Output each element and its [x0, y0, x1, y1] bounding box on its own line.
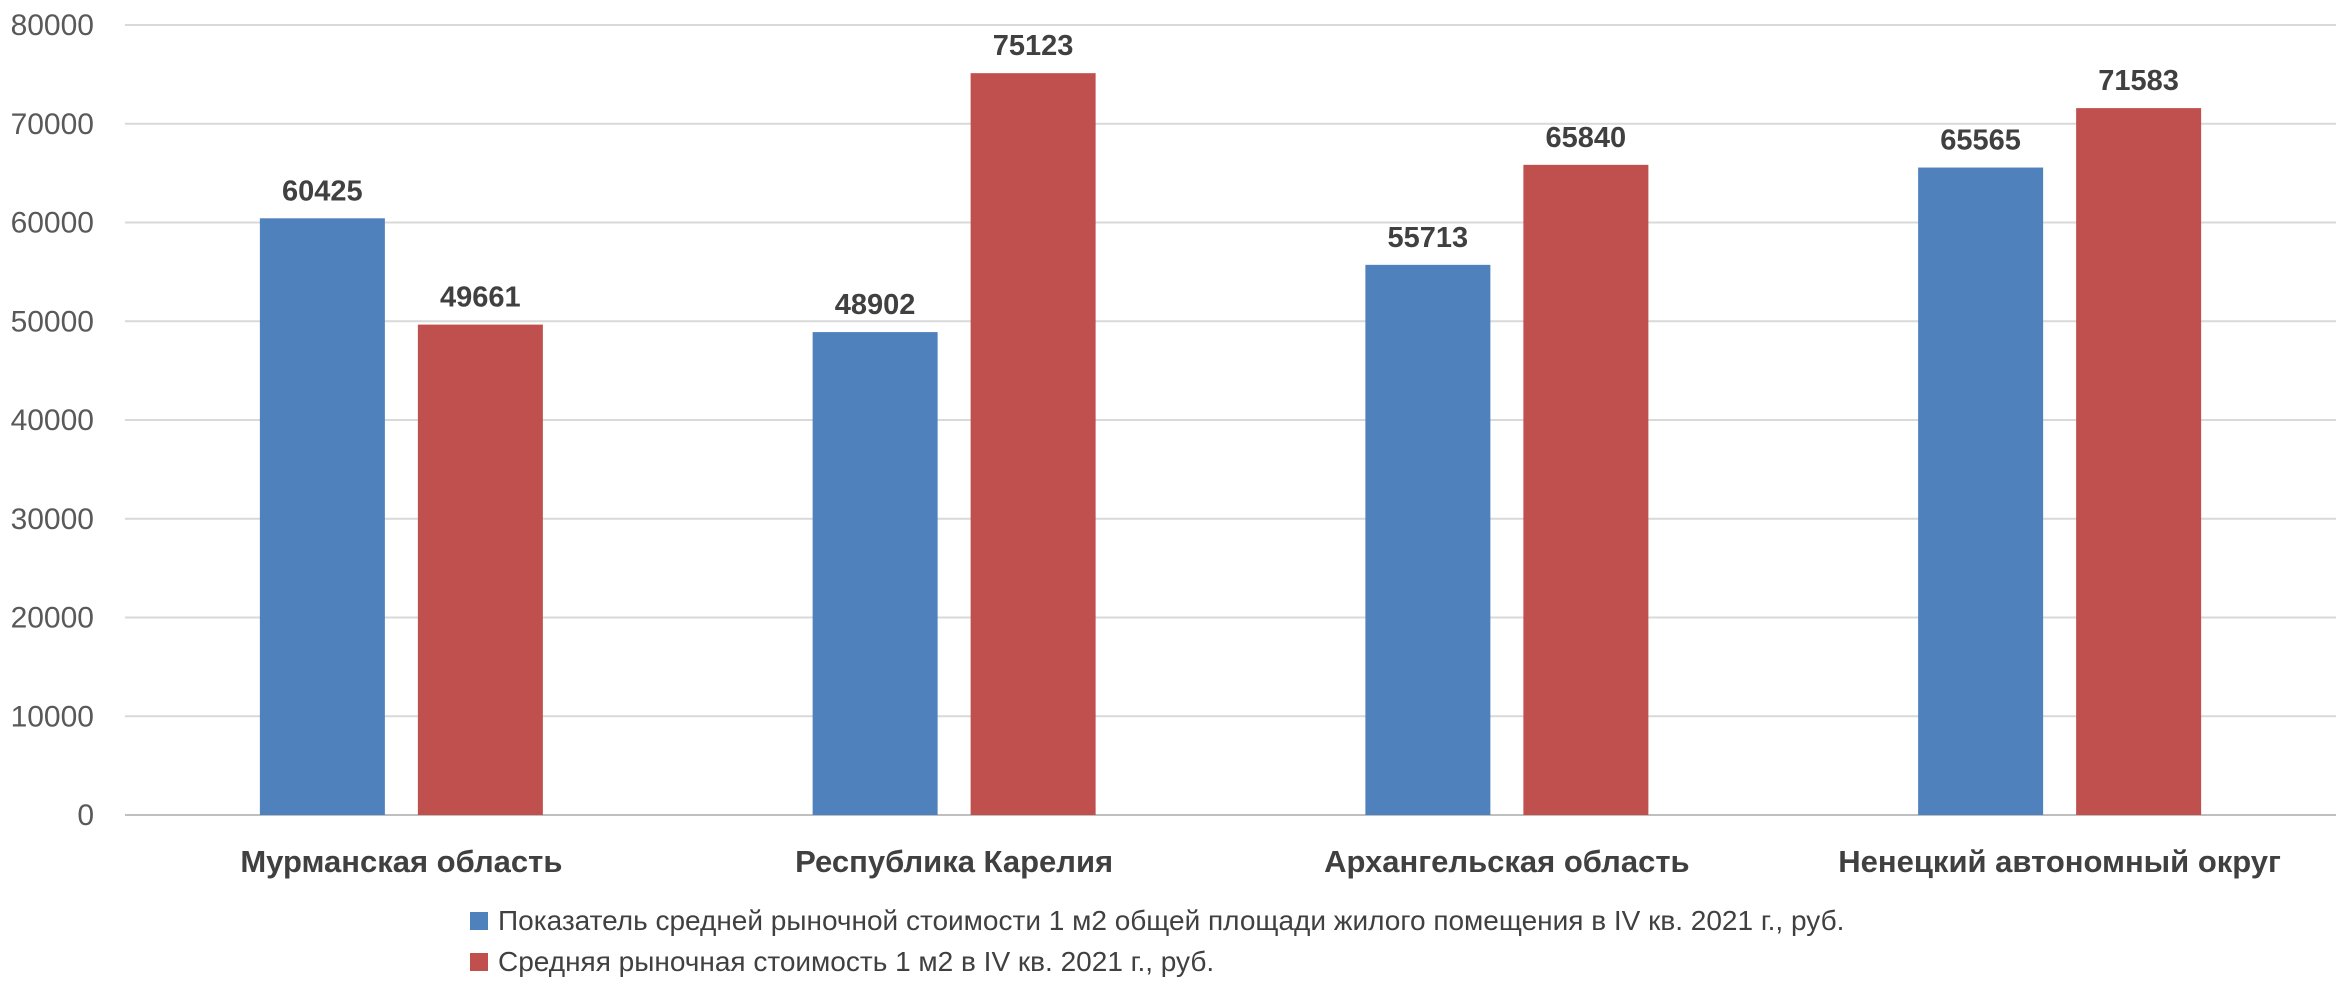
- y-tick-label: 70000: [11, 108, 94, 141]
- x-category-label: Ненецкий автономный округ: [1838, 844, 2281, 879]
- x-category-label: Мурманская область: [240, 844, 562, 879]
- data-label: 48902: [835, 289, 916, 321]
- data-label: 65840: [1546, 122, 1627, 154]
- bar-series-2: [2076, 108, 2202, 816]
- bar-series-1: [259, 218, 385, 816]
- bars: [259, 73, 2202, 816]
- y-tick-label: 30000: [11, 503, 94, 536]
- y-tick-label: 80000: [11, 9, 94, 42]
- data-label: 71583: [2098, 65, 2179, 97]
- bar-series-1: [1918, 167, 2044, 815]
- bar-series-2: [1523, 164, 1649, 815]
- bar-series-2: [970, 73, 1096, 815]
- y-axis: 0 10000 20000 30000 40000 50000 60000 70000 8000…: [11, 9, 94, 832]
- bar-series-1: [812, 332, 938, 815]
- legend-label-series-2: Средняя рыночная стоимость 1 м2 в IV кв.…: [498, 946, 1215, 977]
- y-tick-label: 0: [77, 799, 94, 832]
- data-labels: 60425 49661 48902 75123 55713 65840 65565 71583: [282, 30, 2179, 321]
- y-tick-label: 50000: [11, 305, 94, 338]
- x-category-label: Республика Карелия: [795, 844, 1113, 879]
- y-tick-label: 20000: [11, 602, 94, 635]
- y-tick-label: 10000: [11, 700, 94, 733]
- data-label: 60425: [282, 175, 363, 207]
- data-label: 49661: [440, 282, 521, 314]
- legend-item-series-2: Средняя рыночная стоимость 1 м2 в IV кв.…: [470, 946, 1214, 978]
- legend-swatch-series-2: [470, 953, 488, 971]
- x-axis: Мурманская область Республика Карелия Арха…: [240, 844, 2281, 879]
- legend-label-series-1: Показатель средней рыночной стоимости 1 …: [498, 905, 1845, 936]
- data-label: 55713: [1388, 222, 1469, 254]
- y-tick-label: 40000: [11, 404, 94, 437]
- data-label: 75123: [993, 30, 1074, 62]
- x-category-label: Архангельская область: [1324, 844, 1689, 879]
- y-tick-label: 60000: [11, 207, 94, 240]
- bar-chart: 0 10000 20000 30000 40000 50000 60000 70000 8000…: [11, 9, 2336, 879]
- legend-item-series-1: Показатель средней рыночной стоимости 1 …: [470, 905, 1844, 937]
- legend-swatch-series-1: [470, 912, 488, 930]
- bar-series-1: [1365, 264, 1491, 816]
- bar-series-2: [417, 324, 543, 815]
- data-label: 65565: [1940, 125, 2021, 157]
